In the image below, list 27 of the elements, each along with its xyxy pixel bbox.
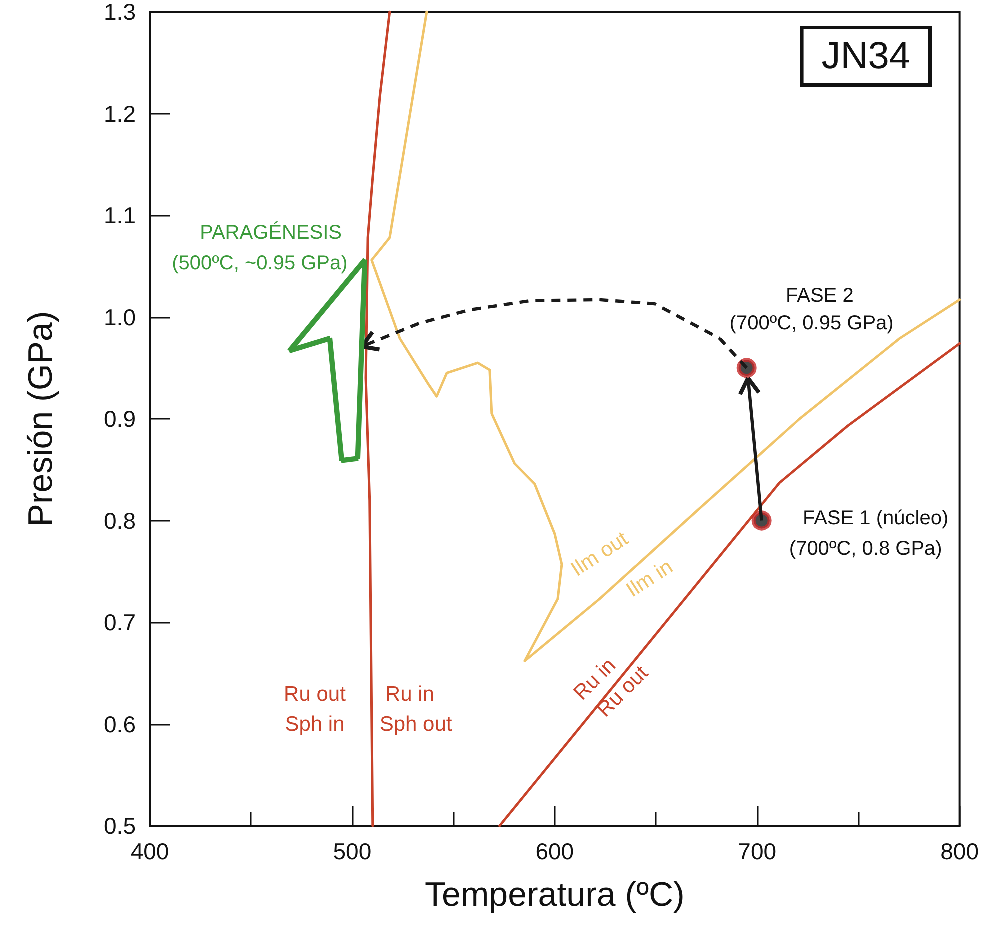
x-tick-label: 400 [130,838,170,864]
annotation: (700ºC, 0.95 GPa) [730,312,894,334]
y-axis-title: Presión (GPa) [22,311,60,527]
annotation: Sph in [285,712,345,736]
annotation: (500ºC, ~0.95 GPa) [172,252,348,274]
y-tick-label: 1.1 [104,202,136,228]
y-tick-label: 0.6 [104,711,136,738]
x-tick-label: 700 [738,838,777,864]
x-tick-label: 600 [536,838,574,864]
y-tick-label: 1.2 [104,100,136,127]
annotation: Sph out [380,712,452,736]
annotation: Ru out [284,683,346,706]
annotation: PARAGÉNESIS [200,220,342,244]
y-tick-label: 0.9 [104,406,136,432]
y-tick-label: 1.0 [104,304,136,330]
annotation: FASE 2 [786,284,854,307]
annotation: Ru in [385,683,434,706]
y-tick-label: 0.8 [104,508,136,534]
y-tick-label: 0.5 [104,813,136,839]
x-axis-title: Temperatura (ºC) [424,876,685,914]
annotation: JN34 [822,36,911,78]
y-tick-label: 1.3 [104,0,136,25]
x-tick-label: 800 [940,838,979,864]
annotation: FASE 1 (núcleo) [802,508,949,530]
x-tick-label: 500 [333,838,372,864]
annotation: (700ºC, 0.8 GPa) [789,538,942,560]
y-tick-label: 0.7 [104,610,136,636]
